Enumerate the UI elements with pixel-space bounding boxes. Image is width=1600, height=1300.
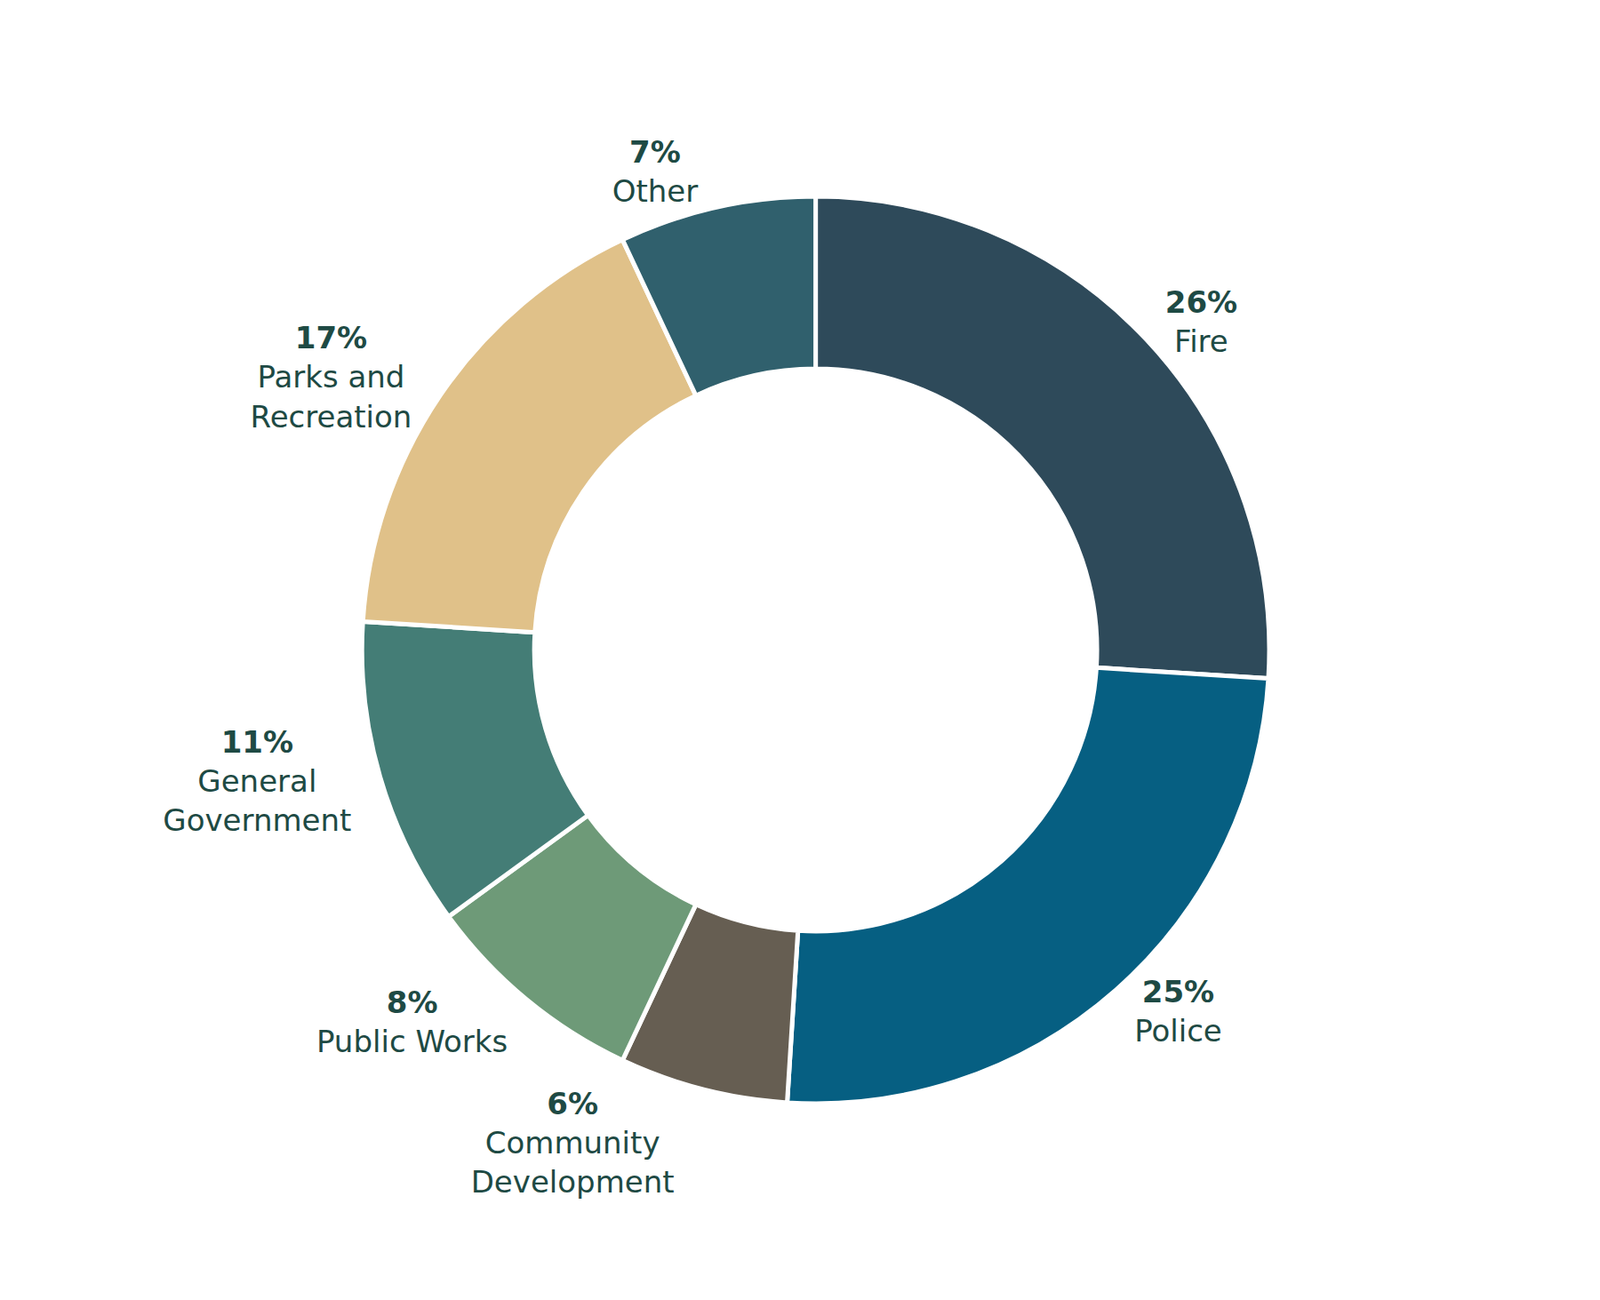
svg-text:26%Fire: 26%Fire — [1165, 284, 1238, 360]
svg-text:8%Public Works: 8%Public Works — [316, 984, 508, 1060]
svg-text:17%Parks andRecreation: 17%Parks andRecreation — [250, 320, 413, 434]
svg-text:25%Police: 25%Police — [1134, 974, 1223, 1049]
svg-text:11%GeneralGovernment: 11%GeneralGovernment — [162, 724, 352, 839]
svg-text:6%CommunityDevelopment: 6%CommunityDevelopment — [471, 1086, 675, 1200]
svg-text:7%Other: 7%Other — [612, 134, 699, 209]
